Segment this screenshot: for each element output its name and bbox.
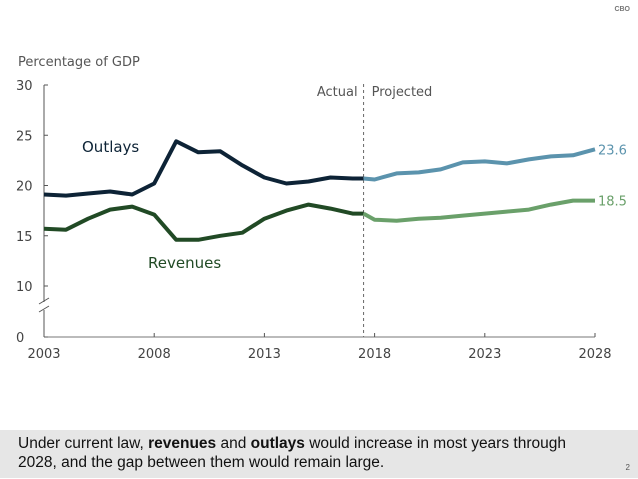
caption: Under current law, revenues and outlays … [18, 434, 608, 472]
x-tick-label: 2008 [138, 347, 171, 362]
projected-label: Projected [372, 85, 433, 100]
x-tick-label: 2003 [27, 347, 60, 362]
axis-break-mark [38, 297, 50, 305]
y-axis-label: Percentage of GDP [18, 55, 140, 70]
caption-text: would increase in most years through 202… [18, 435, 566, 471]
x-tick-label: 2028 [578, 347, 611, 362]
caption-text: and [216, 435, 251, 452]
axis-break-mark [38, 305, 50, 313]
outlays-series-label: Outlays [82, 138, 139, 156]
y-tick-label: 0 [16, 331, 24, 346]
outlays-projected-line [363, 147, 596, 182]
y-tick-label: 10 [16, 280, 33, 295]
x-tick-label: 2013 [248, 347, 281, 362]
chart: Percentage of GDP 0 10 15 20 25 30 2003 2008 201… [16, 55, 627, 362]
caption-text: Under current law, [18, 435, 149, 452]
actual-label: Actual [317, 85, 358, 100]
caption-bar: Under current law, revenues and outlays … [0, 430, 638, 478]
revenues-series-label: Revenues [148, 254, 221, 272]
y-tick-label: 25 [16, 129, 33, 144]
x-tick-label: 2018 [358, 347, 391, 362]
cbo-logo: CBO [614, 6, 630, 13]
revenues-projected-line [362, 198, 595, 223]
y-tick-label: 30 [16, 79, 33, 94]
outlays-actual-line [43, 139, 364, 198]
y-tick-label: 15 [16, 230, 33, 245]
revenues-actual-line [43, 202, 364, 242]
revenues-end-label: 18.5 [598, 195, 627, 210]
y-tick-label: 20 [16, 180, 33, 195]
page-number: 2 [625, 463, 630, 472]
caption-bold-outlays: outlays [250, 435, 305, 452]
x-tick-label: 2023 [468, 347, 501, 362]
caption-bold-revenues: revenues [148, 435, 217, 452]
outlays-end-label: 23.6 [598, 143, 627, 158]
